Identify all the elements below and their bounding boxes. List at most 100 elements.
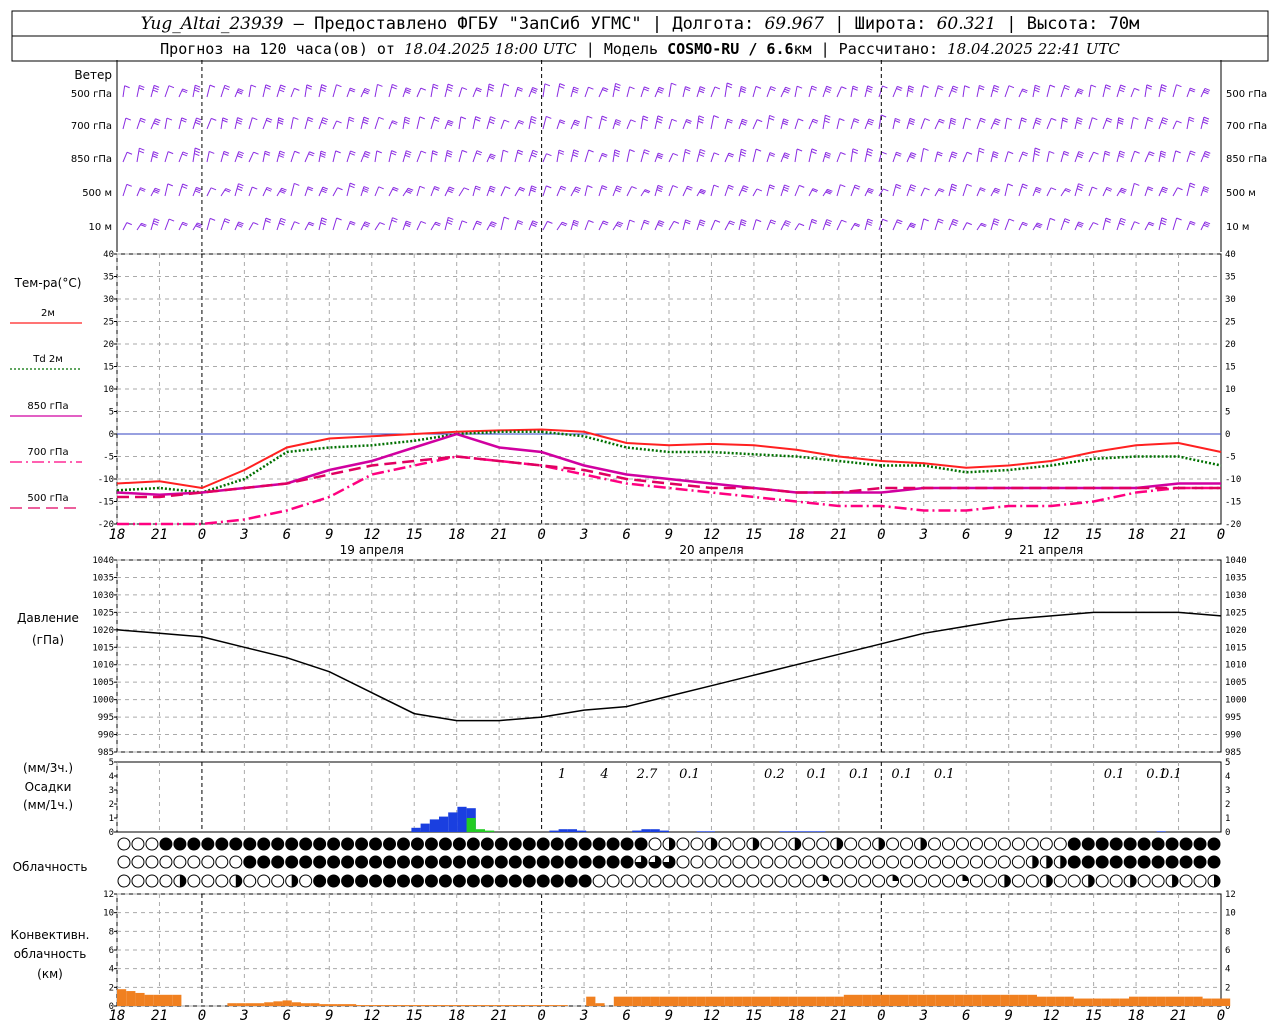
wind-barb-feather (279, 150, 286, 154)
wind-barb-feather (698, 90, 705, 94)
cloud-fill (836, 838, 843, 851)
wind-barb-feather (404, 224, 411, 228)
convective-bar (889, 994, 899, 1006)
wind-barb (248, 186, 253, 197)
wind-barb (668, 153, 674, 163)
precip-bar (659, 830, 669, 832)
cloud-symbol (704, 855, 718, 869)
wind-barb-feather (1077, 117, 1083, 121)
wind-barb-feather (811, 87, 817, 91)
wind-barb-feather (615, 187, 622, 191)
cloud-symbol (997, 855, 1011, 869)
wind-barb (780, 184, 785, 197)
wind-barb-feather (907, 89, 914, 93)
cloud-symbol (816, 837, 830, 851)
wind-barb-feather (853, 118, 860, 122)
wind-barb-feather (1034, 121, 1041, 125)
wind-barb-feather (700, 188, 707, 192)
convective-bar (1184, 996, 1194, 1006)
convective-bar (733, 996, 743, 1006)
wind-barb-feather (392, 188, 398, 192)
wind-barb-feather (152, 153, 159, 157)
wind-barb (318, 150, 322, 163)
wind-barb-feather (476, 87, 482, 91)
wind-barb (990, 85, 995, 98)
wind-barb-feather (993, 151, 999, 155)
wind-barb-feather (503, 216, 510, 220)
wind-barb-feather (951, 223, 957, 227)
cloud-symbol (955, 855, 969, 869)
wind-barb (318, 117, 324, 130)
wind-barb-feather (152, 155, 158, 159)
wind-barb-feather (979, 119, 986, 123)
wind-barb-feather (1105, 188, 1112, 192)
wind-barb (934, 218, 939, 231)
wind-barb-feather (939, 188, 945, 192)
cloud-symbol (788, 874, 802, 888)
wind-barb-feather (1118, 154, 1124, 158)
wind-barb (458, 87, 463, 98)
wind-barb (892, 219, 898, 231)
wind-barb-feather (182, 88, 188, 92)
wind-barb-feather (474, 187, 481, 191)
wind-barb-feather (896, 88, 902, 91)
wind-barb (178, 117, 183, 130)
wind-barb (332, 187, 338, 197)
wind-barb-feather (1119, 150, 1126, 154)
wind-barb-feather (236, 224, 243, 228)
wind-barb-feather (544, 83, 551, 87)
wind-barb (780, 152, 786, 163)
wind-barb-feather (490, 222, 496, 226)
cloud-symbol (299, 874, 313, 888)
wind-barb-feather (154, 218, 160, 222)
prec-ytick-right: 0 (1225, 828, 1230, 838)
wind-barb-feather (994, 187, 1001, 191)
wind-barb-feather (1161, 190, 1167, 194)
cloud-symbol (648, 874, 662, 888)
precip-3h-label: 0.1 (934, 767, 955, 782)
convective-bar (687, 996, 697, 1006)
cloud-fill (962, 875, 969, 881)
cloud-symbol (802, 874, 816, 888)
cloud-fill (1208, 838, 1220, 850)
cloud-symbol (676, 874, 690, 888)
wind-barb-feather (951, 186, 957, 189)
wind-barb (1032, 147, 1036, 163)
wind-barb-feather (811, 218, 818, 222)
x-tick-label: 18 (109, 527, 126, 543)
wind-barb (1004, 151, 1009, 163)
wind-barb-feather (364, 153, 370, 156)
wind-barb-feather (1049, 84, 1056, 88)
x-tick-label-bottom: 6 (622, 1008, 630, 1024)
wind-barb-feather (448, 188, 454, 192)
x-tick-label-bottom: 9 (665, 1008, 673, 1024)
cloud-fill (285, 838, 298, 850)
cloud-fill (313, 838, 326, 850)
wind-barb-feather (350, 87, 356, 91)
cloud-symbol (243, 874, 257, 888)
wind-barb-feather (1188, 119, 1194, 123)
wind-barb (682, 119, 688, 130)
wind-barb-feather (363, 155, 369, 159)
wind-barb-feather (349, 116, 355, 120)
x-tick-label-bottom: 21 (151, 1008, 168, 1024)
wind-level-label-right: 700 гПа (1226, 121, 1267, 132)
precip-3h-label: 2.7 (636, 767, 658, 782)
wind-barb-feather (938, 189, 944, 193)
wind-barb-feather (294, 221, 300, 225)
wind-barb-feather (657, 90, 663, 94)
x-tick-label: 15 (406, 527, 423, 543)
pres-ytick-left: 1040 (92, 556, 114, 566)
convective-bar (1211, 998, 1221, 1006)
wind-barb (402, 220, 407, 231)
wind-barb-feather (182, 221, 188, 225)
wind-barb (1088, 151, 1094, 163)
wind-barb-feather (644, 189, 651, 193)
wind-barb (248, 117, 253, 130)
conv-ytick-right: 2 (1225, 983, 1230, 993)
cloud-fill (215, 838, 228, 850)
wind-barb-feather (194, 150, 200, 154)
wind-barb-feather (546, 185, 552, 189)
wind-barb-feather (601, 118, 607, 122)
cloud-fill (1138, 838, 1151, 850)
